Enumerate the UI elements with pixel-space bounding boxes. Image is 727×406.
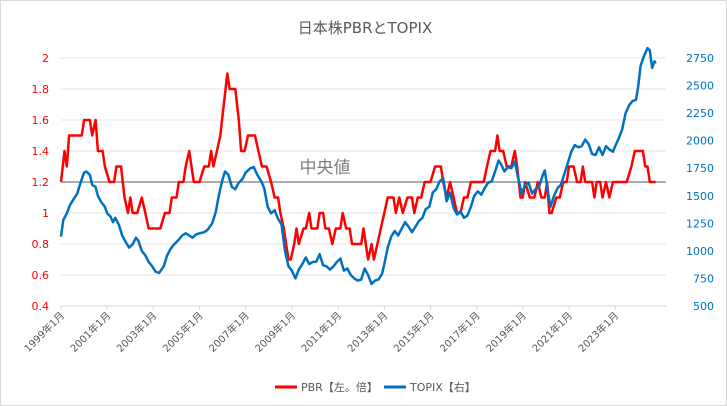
legend: PBR【左。倍】 TOPIX【右】 — [275, 380, 476, 394]
x-tick-label: 2013年1月 — [345, 309, 391, 355]
series-group — [59, 46, 657, 286]
legend-label-pbr: PBR【左。倍】 — [301, 380, 378, 394]
right-axis-ticks: 500 750 1000 1250 1500 1750 2000 2250 2500 2750 — [686, 52, 714, 313]
left-tick-label: 1.8 — [32, 83, 50, 96]
right-tick-label: 500 — [693, 300, 714, 313]
series-line-topix — [59, 46, 657, 286]
right-tick-label: 1250 — [686, 217, 714, 230]
left-axis-ticks: 0.4 0.6 0.8 1 1.2 1.4 1.6 1.8 2 — [32, 52, 50, 313]
right-tick-label: 1000 — [686, 245, 714, 258]
right-tick-label: 2250 — [686, 107, 714, 120]
x-tick-label: 2023年1月 — [575, 309, 621, 355]
right-tick-label: 1750 — [686, 162, 714, 175]
x-tick-label: 2021年1月 — [529, 309, 575, 355]
chart-title: 日本株PBRとTOPIX — [298, 19, 432, 37]
left-tick-label: 1.6 — [32, 114, 50, 127]
right-tick-label: 2750 — [686, 52, 714, 65]
x-tick-label: 2001年1月 — [67, 309, 113, 355]
x-tick-label: 2015年1月 — [391, 309, 437, 355]
x-tick-label: 2003年1月 — [114, 309, 160, 355]
left-tick-label: 0.6 — [32, 269, 50, 282]
x-tick-label: 1999年1月 — [21, 309, 67, 355]
x-axis-ticks: 1999年1月 2001年1月 2003年1月 2005年1月 2007年1月 2009年… — [21, 305, 666, 355]
x-tick-label: 2005年1月 — [160, 309, 206, 355]
right-tick-label: 2500 — [686, 80, 714, 93]
legend-label-topix: TOPIX【右】 — [409, 380, 476, 394]
x-tick-label: 2007年1月 — [206, 309, 252, 355]
left-tick-label: 1 — [42, 207, 49, 220]
x-tick-label: 2011年1月 — [298, 309, 344, 355]
left-tick-label: 0.4 — [32, 300, 50, 313]
right-tick-label: 1500 — [686, 190, 714, 203]
left-tick-label: 0.8 — [32, 238, 50, 251]
x-tick-label: 2019年1月 — [483, 309, 529, 355]
left-tick-label: 2 — [42, 52, 49, 65]
x-tick-label: 2017年1月 — [437, 309, 483, 355]
right-tick-label: 750 — [693, 272, 714, 285]
left-tick-label: 1.2 — [32, 176, 50, 189]
left-tick-label: 1.4 — [32, 145, 50, 158]
right-tick-label: 2000 — [686, 135, 714, 148]
x-tick-label: 2009年1月 — [252, 309, 298, 355]
median-annotation: 中央値 — [300, 158, 351, 178]
series-line-pbr — [59, 72, 656, 261]
